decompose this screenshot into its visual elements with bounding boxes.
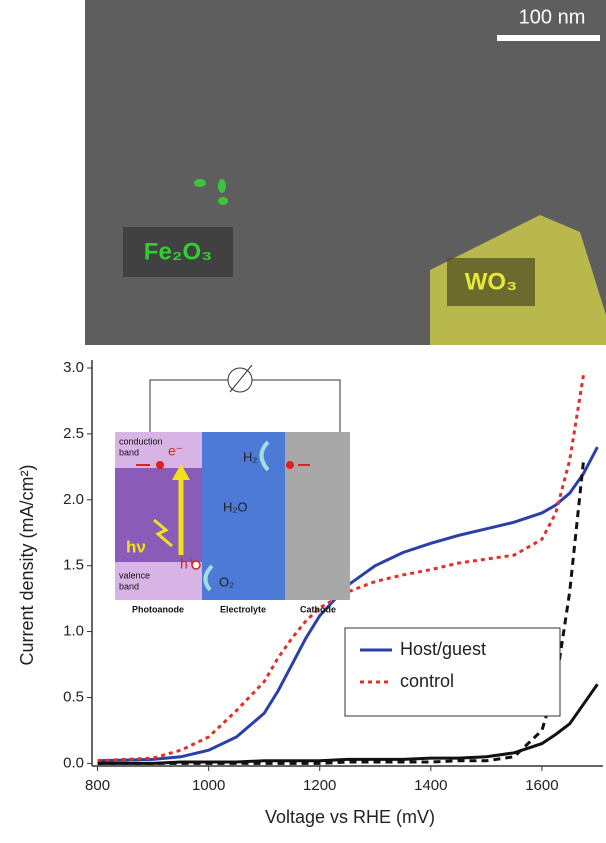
y-tick-label: 1.5 (63, 557, 84, 574)
inset-label: e⁻ (168, 443, 183, 459)
inset-label: band (119, 447, 139, 457)
x-axis-label: Voltage vs RHE (mV) (265, 807, 435, 827)
inset-label: Cathode (300, 604, 336, 614)
inset-label: H₂O (223, 499, 248, 514)
y-axis-label: Current density (mA/cm²) (17, 464, 37, 665)
page: { "image": {"scale_bar": "100 nm", "labe… (0, 0, 606, 838)
y-tick-label: 0.0 (63, 754, 84, 771)
inset-label: band (119, 581, 139, 591)
y-tick-label: 0.5 (63, 688, 84, 705)
scale-bar-label: 100 nm (519, 6, 586, 28)
inset-label: H₂ (243, 449, 257, 464)
inset-diagram: conduction band valence band e⁻ h⁺ hν H₂… (115, 365, 350, 614)
legend-label: control (400, 671, 454, 691)
fe2o3-label: Fe₂O₃ (144, 238, 212, 265)
x-tick-label: 1200 (303, 777, 336, 794)
inset-label: O₂ (219, 574, 234, 589)
inset-label: Electrolyte (220, 604, 266, 614)
inset-label: hν (126, 537, 146, 556)
sem-image: 100 nm Fe₂O₃ WO₃ (85, 0, 606, 345)
x-tick-label: 1400 (414, 777, 447, 794)
inset-label: valence (119, 570, 150, 580)
figure: 100 nm Fe₂O₃ WO₃ Voltage vs RHE (mV) Cur… (0, 0, 606, 838)
y-tick-label: 2.5 (63, 425, 84, 442)
inset-label: Photoanode (132, 604, 184, 614)
y-tick-label: 3.0 (63, 359, 84, 376)
x-tick-label: 800 (85, 777, 110, 794)
y-tick-label: 1.0 (63, 623, 84, 640)
inset-label: h⁺ (180, 556, 195, 572)
legend-label: Host/guest (400, 639, 486, 659)
inset-label: conduction (119, 436, 163, 446)
y-tick-label: 2.0 (63, 491, 84, 508)
x-tick-label: 1000 (192, 777, 225, 794)
x-tick-label: 1600 (525, 777, 558, 794)
wo3-label: WO₃ (465, 268, 517, 295)
